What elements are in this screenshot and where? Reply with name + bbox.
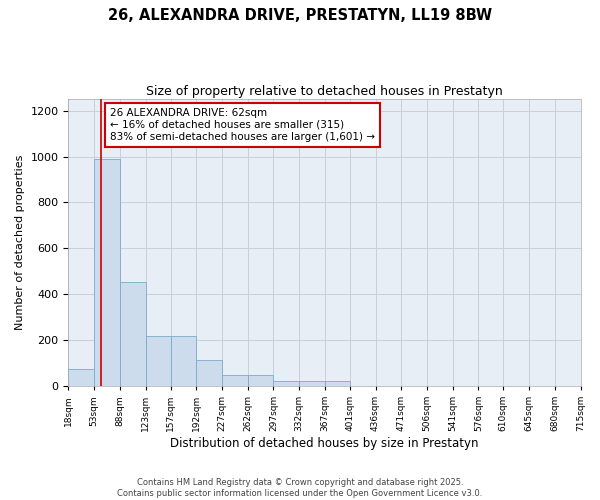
Bar: [222, 374, 248, 386]
Text: 26, ALEXANDRA DRIVE, PRESTATYN, LL19 8BW: 26, ALEXANDRA DRIVE, PRESTATYN, LL19 8BW: [108, 8, 492, 22]
Bar: [248, 374, 274, 386]
Bar: [94, 159, 120, 386]
Bar: [68, 369, 94, 386]
Bar: [120, 282, 146, 386]
Bar: [146, 336, 170, 386]
Bar: [170, 336, 196, 386]
Title: Size of property relative to detached houses in Prestatyn: Size of property relative to detached ho…: [146, 85, 503, 98]
Bar: [325, 382, 350, 386]
X-axis label: Distribution of detached houses by size in Prestatyn: Distribution of detached houses by size …: [170, 437, 479, 450]
Bar: [274, 382, 299, 386]
Bar: [196, 360, 222, 386]
Text: 26 ALEXANDRA DRIVE: 62sqm
← 16% of detached houses are smaller (315)
83% of semi: 26 ALEXANDRA DRIVE: 62sqm ← 16% of detac…: [110, 108, 375, 142]
Y-axis label: Number of detached properties: Number of detached properties: [15, 155, 25, 330]
Bar: [299, 382, 325, 386]
Text: Contains HM Land Registry data © Crown copyright and database right 2025.
Contai: Contains HM Land Registry data © Crown c…: [118, 478, 482, 498]
